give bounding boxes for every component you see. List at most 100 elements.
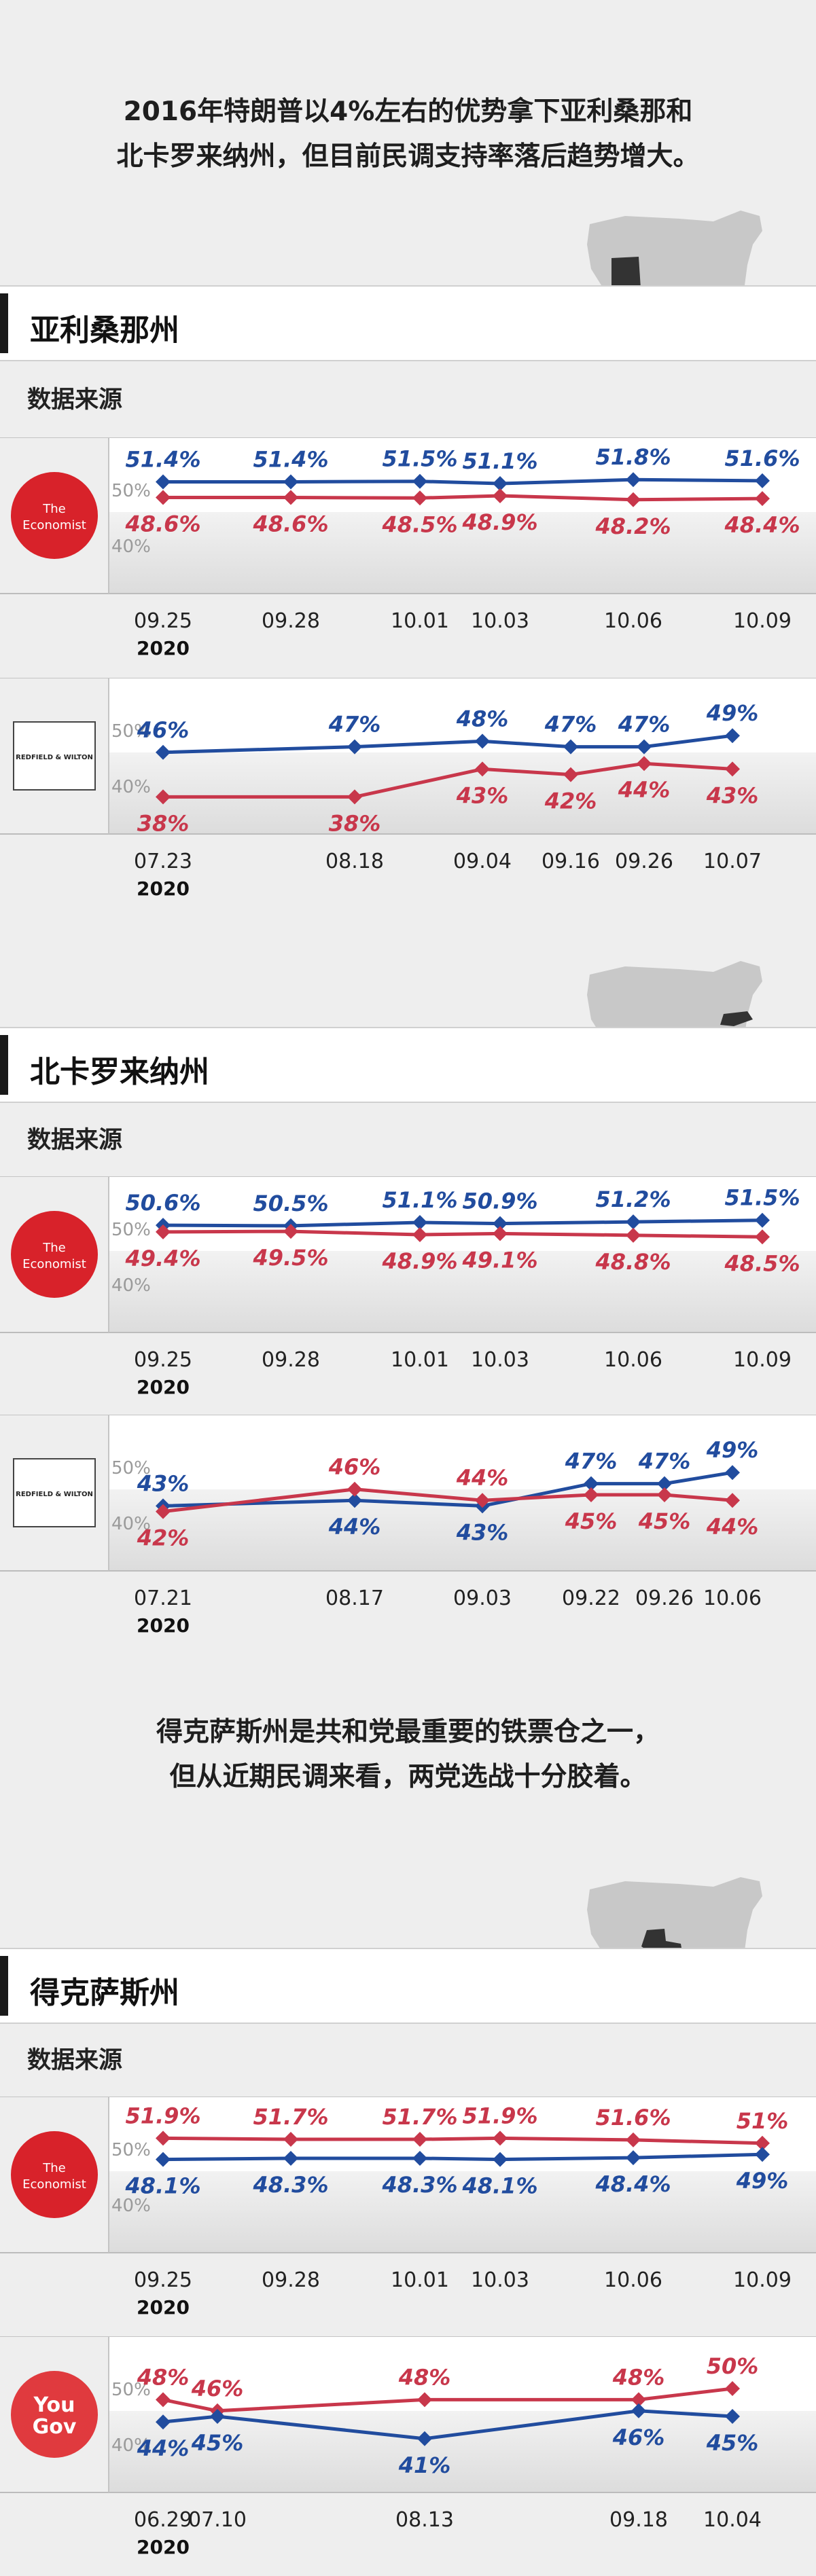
y-tick-label: 50% — [111, 1458, 151, 1479]
source-label: 数据来源 — [27, 1127, 123, 1154]
data-label-blue: 48.4% — [595, 2171, 671, 2197]
data-label-red: 49.1% — [461, 1247, 537, 1273]
series-line-red — [162, 2136, 763, 2145]
data-point-red — [626, 492, 641, 507]
series-line-blue — [162, 1470, 733, 1508]
data-label-red: 49.5% — [252, 1245, 328, 1271]
y-tick-label: 40% — [111, 2196, 151, 2216]
data-label-red: 45% — [565, 1508, 618, 1534]
data-label-red: 44% — [618, 777, 671, 803]
data-point-blue — [283, 474, 298, 490]
data-point-blue — [493, 1216, 508, 1231]
series-line-blue — [162, 1218, 763, 1228]
data-point-blue — [755, 1212, 770, 1228]
economist-logo — [11, 1211, 98, 1298]
data-label-red: 48.6% — [124, 511, 200, 537]
data-point-blue — [156, 744, 171, 760]
x-tick-label: 10.06 — [703, 1586, 762, 1610]
data-point-blue — [417, 2431, 432, 2446]
data-label-red: 42% — [137, 1525, 190, 1551]
data-label-red: 48.5% — [381, 511, 457, 537]
data-label-red: 48.2% — [595, 513, 671, 539]
data-point-red — [657, 1487, 672, 1502]
x-tick-label: 09.04 — [453, 850, 512, 873]
x-tick-label: 09.26 — [615, 850, 673, 873]
data-point-red — [156, 1504, 171, 1519]
redfield-logo-text: REDFIELD & WILTON — [16, 1491, 93, 1498]
x-year-label: 2020 — [137, 2536, 190, 2558]
data-label-red: 44% — [706, 1514, 759, 1540]
x-tick-label: 09.18 — [609, 2508, 668, 2532]
data-label-red: 45% — [638, 1508, 691, 1534]
data-label-blue: 47% — [565, 1449, 618, 1474]
x-year-label: 2020 — [137, 1614, 190, 1637]
x-tick-label: 10.01 — [391, 1348, 449, 1372]
economist-logo-line1: The — [42, 502, 65, 516]
data-point-red — [283, 490, 298, 505]
data-point-blue — [755, 473, 770, 488]
data-point-blue — [637, 739, 652, 755]
series-line-red — [162, 1487, 733, 1514]
data-label-red: 43% — [706, 782, 759, 808]
data-point-blue — [156, 2152, 171, 2167]
data-label-blue: 41% — [398, 2452, 451, 2478]
y-tick-label: 40% — [111, 1275, 151, 1296]
data-label-red: 48.9% — [461, 509, 537, 535]
data-label-blue: 45% — [191, 2430, 244, 2456]
state-title: 亚利桑那州 — [30, 313, 179, 348]
state-title-bar-north-carolina: 北卡罗来纳州 — [0, 1027, 816, 1103]
x-year-label: 2020 — [137, 1376, 190, 1398]
chart-north-carolina-redfield: 50% 40% REDFIELD & WILTON 43% 44% 43% 47% 47% 49… — [0, 1415, 816, 1637]
chart-panel-shade — [109, 2411, 816, 2492]
y-tick-label: 40% — [111, 537, 151, 557]
data-label-red: 51.9% — [462, 2103, 537, 2128]
data-point-blue — [725, 2409, 740, 2424]
x-tick-label: 08.18 — [325, 850, 384, 873]
data-point-red — [283, 2132, 298, 2147]
x-tick-label: 09.28 — [262, 2268, 320, 2292]
data-label-blue: 49% — [706, 700, 759, 726]
data-point-red — [156, 789, 171, 805]
data-point-blue — [210, 2409, 225, 2424]
data-label-blue: 51.4% — [125, 447, 200, 473]
y-tick-label: 50% — [111, 2140, 151, 2160]
data-label-blue: 51.4% — [253, 447, 328, 473]
y-tick-label: 40% — [111, 777, 151, 797]
data-point-blue — [412, 1214, 427, 1230]
data-label-red: 42% — [544, 788, 597, 814]
data-point-blue — [347, 1493, 362, 1508]
data-label-blue: 47% — [328, 712, 381, 738]
data-point-red — [156, 2392, 171, 2408]
data-label-blue: 45% — [706, 2430, 759, 2456]
data-point-blue — [156, 474, 171, 490]
data-label-blue: 51.5% — [724, 1185, 800, 1211]
chart-arizona-redfield: 50% 40% REDFIELD & WILTON 46% 47% 48% 47% 47% 49… — [0, 678, 816, 900]
data-point-blue — [493, 2152, 508, 2167]
data-point-blue — [657, 1476, 672, 1491]
data-point-red — [156, 2130, 171, 2146]
data-label-red: 38% — [329, 810, 381, 836]
x-tick-label: 07.21 — [134, 1586, 192, 1610]
economist-logo-line2: Economist — [22, 1257, 86, 1271]
data-point-blue — [755, 2147, 770, 2162]
data-label-blue: 48% — [456, 706, 509, 731]
data-point-red — [475, 1493, 490, 1508]
x-year-label: 2020 — [137, 2296, 190, 2319]
economist-logo-line1: The — [42, 1241, 65, 1255]
data-point-blue — [563, 739, 578, 755]
data-label-blue: 43% — [137, 1470, 190, 1496]
intro-line-1: 2016年特朗普以4%左右的优势拿下亚利桑那和 — [123, 96, 693, 127]
yougov-logo-line1: You — [33, 2393, 75, 2417]
data-point-red — [156, 1224, 171, 1239]
data-point-red — [631, 2392, 646, 2408]
data-label-red: 46% — [328, 1454, 381, 1480]
data-label-blue: 50.6% — [125, 1190, 200, 1216]
data-point-red — [626, 2132, 641, 2147]
data-point-blue — [493, 475, 508, 491]
data-point-red — [755, 2135, 770, 2151]
data-label-blue: 49% — [736, 2168, 789, 2194]
x-tick-label: 09.26 — [635, 1586, 694, 1610]
x-tick-label: 09.25 — [134, 1348, 192, 1372]
y-tick-label: 50% — [111, 2380, 151, 2400]
data-label-red: 48% — [137, 2364, 190, 2390]
